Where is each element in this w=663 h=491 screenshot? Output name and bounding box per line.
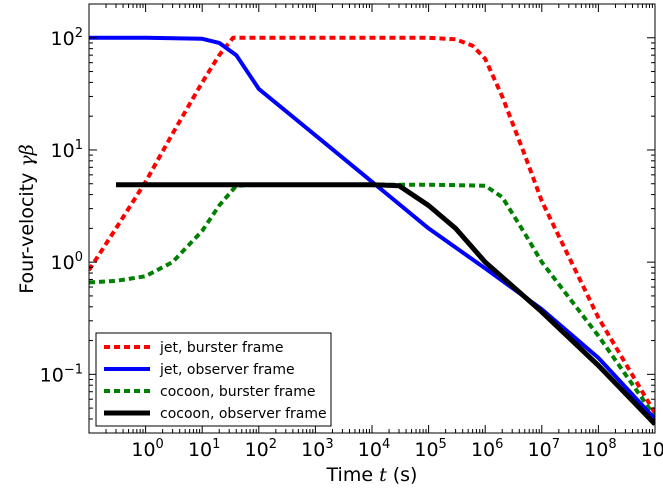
y-tick-labels: 10−1 100 101 102 bbox=[40, 26, 83, 387]
series-layer bbox=[89, 35, 655, 426]
legend-label: jet, burster frame bbox=[159, 340, 284, 356]
x-tick-label: 105 bbox=[414, 437, 446, 461]
y-axis-label: Four-velocity γβ bbox=[16, 144, 38, 294]
series-line-cocoon-burster-frame bbox=[89, 182, 655, 418]
x-tick-label: 102 bbox=[245, 437, 277, 461]
y-tick-label: 101 bbox=[51, 138, 83, 162]
legend-label: cocoon, burster frame bbox=[160, 384, 316, 400]
x-tick-label: 104 bbox=[358, 437, 390, 461]
x-tick-label: 106 bbox=[471, 437, 503, 461]
x-tick-labels: 100 101 102 103 104 105 106 107 108 109 bbox=[131, 437, 663, 461]
x-tick-label: 108 bbox=[584, 437, 616, 461]
x-tick-label: 101 bbox=[188, 437, 220, 461]
x-tick-label: 103 bbox=[301, 437, 333, 461]
series-line-jet-burster-frame bbox=[89, 35, 655, 415]
legend-label: cocoon, observer frame bbox=[160, 406, 327, 422]
legend: jet, burster frame jet, observer frame coc… bbox=[95, 332, 332, 427]
x-tick-label: 109 bbox=[641, 437, 663, 461]
ticks-layer bbox=[88, 3, 656, 434]
x-axis-label: Time t (s) bbox=[326, 464, 418, 486]
y-tick-label: 100 bbox=[51, 250, 83, 274]
x-tick-label: 107 bbox=[528, 437, 560, 461]
series-line-cocoon-observer-frame bbox=[116, 182, 655, 426]
y-tick-label: 10−1 bbox=[40, 362, 83, 386]
x-tick-label: 100 bbox=[131, 437, 163, 461]
y-tick-label: 102 bbox=[51, 26, 83, 50]
legend-label: jet, observer frame bbox=[159, 362, 295, 378]
